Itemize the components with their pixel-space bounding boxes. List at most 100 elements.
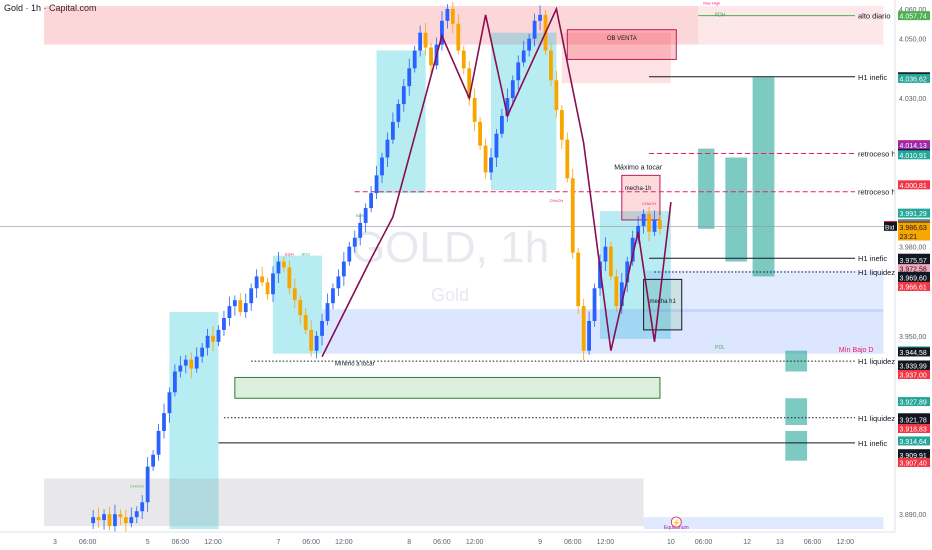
candle-body [156,430,161,455]
candle-body [385,139,390,158]
candle-body [641,213,646,226]
chart-annotation: CHoCH [550,198,564,203]
candle-body [538,14,542,21]
candle-body [129,517,134,524]
candle-body [412,50,417,69]
zone-box [234,376,661,399]
zone-box [643,278,683,331]
level-label: H1 liquidez [858,268,895,277]
chart-annotation: EQH [285,252,294,257]
zone-box [322,309,884,354]
price-label-badge [898,369,930,379]
candle-body [320,320,324,336]
zone-box [785,430,808,461]
candle-body [216,329,221,342]
candle-body [260,276,264,283]
candle-body [418,32,423,51]
y-tick-label: 3.980,00 [899,245,926,252]
candle-body [445,8,450,21]
candle-body [222,318,226,330]
price-label-text: 4.010,91 [900,153,927,160]
price-label-text: 3.944,58 [900,350,927,357]
candle-body [658,219,662,229]
candle-body [549,50,553,81]
price-label-badge [898,11,930,21]
x-tick-label: 12 [743,539,751,546]
y-tick-label: 4.030,00 [899,96,926,103]
chart-annotation: mecha-1h [625,186,652,192]
x-tick-label: 06:00 [79,539,97,546]
x-tick-label: 12:00 [836,539,854,546]
zone-box [273,255,323,354]
price-label-badge [898,150,930,160]
candle-body [483,145,488,173]
x-tick-label: 06:00 [695,539,713,546]
candle-body [189,359,194,369]
price-label-badge [898,281,930,291]
candle-body [314,335,319,351]
candle-body [570,178,575,253]
y-tick-label: 4.050,00 [899,37,926,44]
zone-box [752,77,775,277]
zone-box [725,157,748,262]
x-tick-label: 10 [667,539,675,546]
price-label-badge [898,457,930,467]
candle-body [369,193,373,209]
x-tick-label: 06:00 [433,539,451,546]
candle-body [559,109,564,140]
zone-box [698,148,715,229]
candle-body [118,514,123,518]
candle-body [505,98,510,116]
x-tick-label: 3 [53,539,57,546]
zone-box [785,350,808,372]
candle-body [173,371,177,393]
price-label-badge [898,222,930,232]
candle-body [401,86,406,105]
countdown-badge [898,231,930,241]
candle-body [102,514,106,521]
price-label-text: 4.057,74 [900,14,927,21]
candle-body [467,68,472,99]
symbol-title: Gold · 1h · Capital.com [4,3,97,13]
lightning-icon: ⚡ [672,518,681,527]
price-label-badge [898,450,930,460]
candle-body [336,276,341,289]
x-tick-label: 06:00 [564,539,582,546]
candle-body [532,20,537,39]
chart-annotation: CHoCH [130,483,144,488]
candle-body [232,300,237,307]
candle-body [652,219,657,232]
candle-body [151,454,155,467]
price-label-text: 3.918,83 [900,426,927,433]
bid-tag-label: Bid [885,224,895,231]
price-label-badge [898,180,930,190]
zone-box [376,50,426,194]
watermark-title: GOLD, 1h [351,223,549,272]
zone-box [621,174,661,221]
candle-body [271,273,275,295]
candle-body [614,276,619,307]
candle-body [587,320,591,351]
candle-body [292,288,297,301]
zone-box [643,270,884,313]
x-tick-label: 12:00 [466,539,484,546]
candle-body [592,288,597,321]
zone-box [44,5,699,45]
level-label: H1 liquidez [858,414,895,423]
candle-body [134,511,139,518]
candle-body [625,261,630,283]
price-label-badge [898,415,930,425]
zone-box [169,312,219,530]
price-label-text: 3.969,60 [900,276,927,283]
candle-body [478,121,482,146]
price-label-text: 3.921,78 [900,418,927,425]
candle-body [461,50,466,69]
price-label-text: 3.914,64 [900,439,927,446]
candle-body [238,300,243,313]
candle-body [352,237,357,247]
price-label-badge [898,361,930,371]
candle-body [347,246,352,262]
candle-body [598,261,602,289]
candle-body [647,213,651,232]
